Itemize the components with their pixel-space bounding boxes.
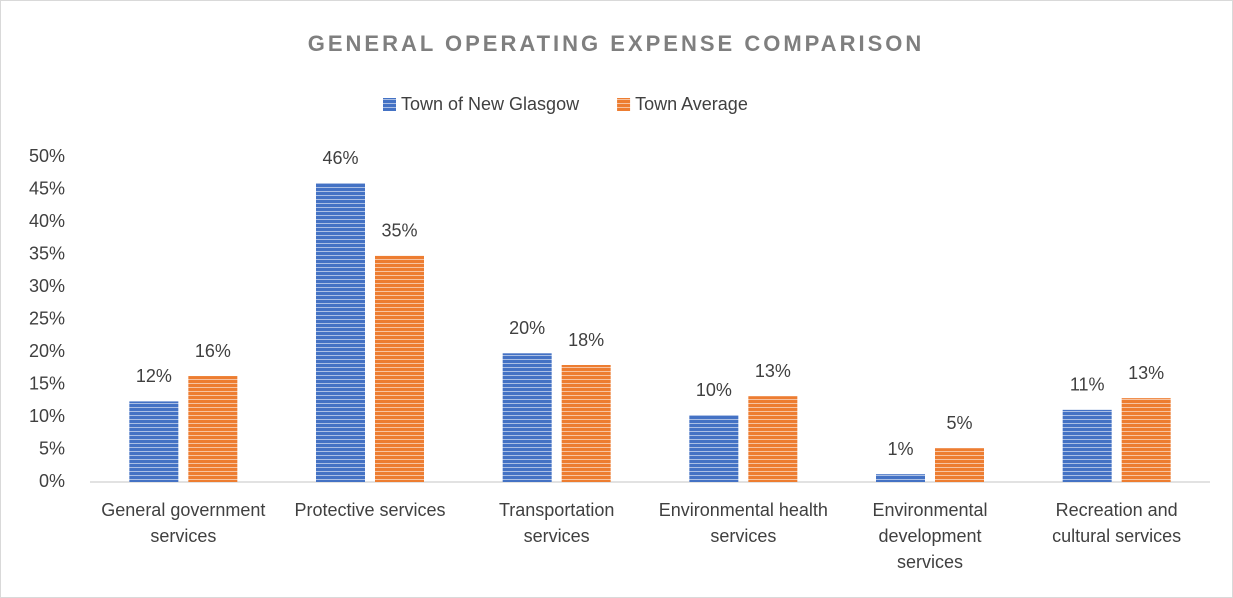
y-tick-label: 40% — [29, 211, 65, 231]
data-label: 10% — [696, 380, 732, 400]
legend-swatch — [617, 98, 631, 111]
bar — [316, 183, 365, 482]
bar — [561, 365, 611, 482]
data-label: 13% — [1128, 363, 1164, 383]
data-label: 35% — [381, 221, 417, 241]
bar — [375, 255, 424, 482]
x-tick-label: Recreation and cultural services — [1052, 500, 1182, 546]
y-tick-label: 20% — [29, 341, 65, 361]
bar — [748, 396, 798, 482]
y-tick-label: 5% — [39, 438, 65, 458]
x-tick-label: Environmental health services — [658, 500, 828, 546]
x-tick-label: General government services — [101, 500, 266, 546]
y-tick-label: 15% — [29, 373, 65, 393]
legend-swatch — [383, 98, 396, 111]
y-tick-label: 10% — [29, 406, 65, 426]
bar — [1121, 398, 1171, 482]
x-tick-label: Transportation services — [498, 500, 615, 546]
data-label: 13% — [755, 361, 791, 381]
y-tick-label: 35% — [29, 243, 65, 263]
data-label: 1% — [887, 439, 913, 459]
x-tick-label: Environmental development services — [872, 500, 988, 572]
y-tick-label: 0% — [39, 471, 65, 491]
data-label: 11% — [1070, 375, 1105, 395]
bar — [129, 401, 179, 482]
y-tick-label: 50% — [29, 146, 65, 166]
y-tick-label: 30% — [29, 276, 65, 296]
bar — [689, 415, 739, 482]
bar — [502, 353, 552, 482]
data-label: 16% — [195, 341, 231, 361]
data-label: 20% — [509, 318, 545, 338]
bar — [1062, 409, 1112, 482]
data-label: 18% — [568, 330, 604, 350]
data-label: 5% — [946, 413, 972, 433]
x-tick-label: Protective services — [294, 500, 446, 520]
y-tick-label: 45% — [29, 178, 65, 198]
bar — [188, 376, 238, 482]
y-tick-label: 25% — [29, 308, 65, 328]
data-label: 46% — [322, 148, 358, 168]
chart-title: GENERAL OPERATING EXPENSE COMPARISON — [308, 31, 925, 56]
bar — [935, 448, 984, 482]
bar — [876, 474, 925, 482]
legend-label: Town Average — [635, 94, 748, 114]
data-label: 12% — [136, 366, 172, 386]
legend-label: Town of New Glasgow — [401, 94, 580, 114]
